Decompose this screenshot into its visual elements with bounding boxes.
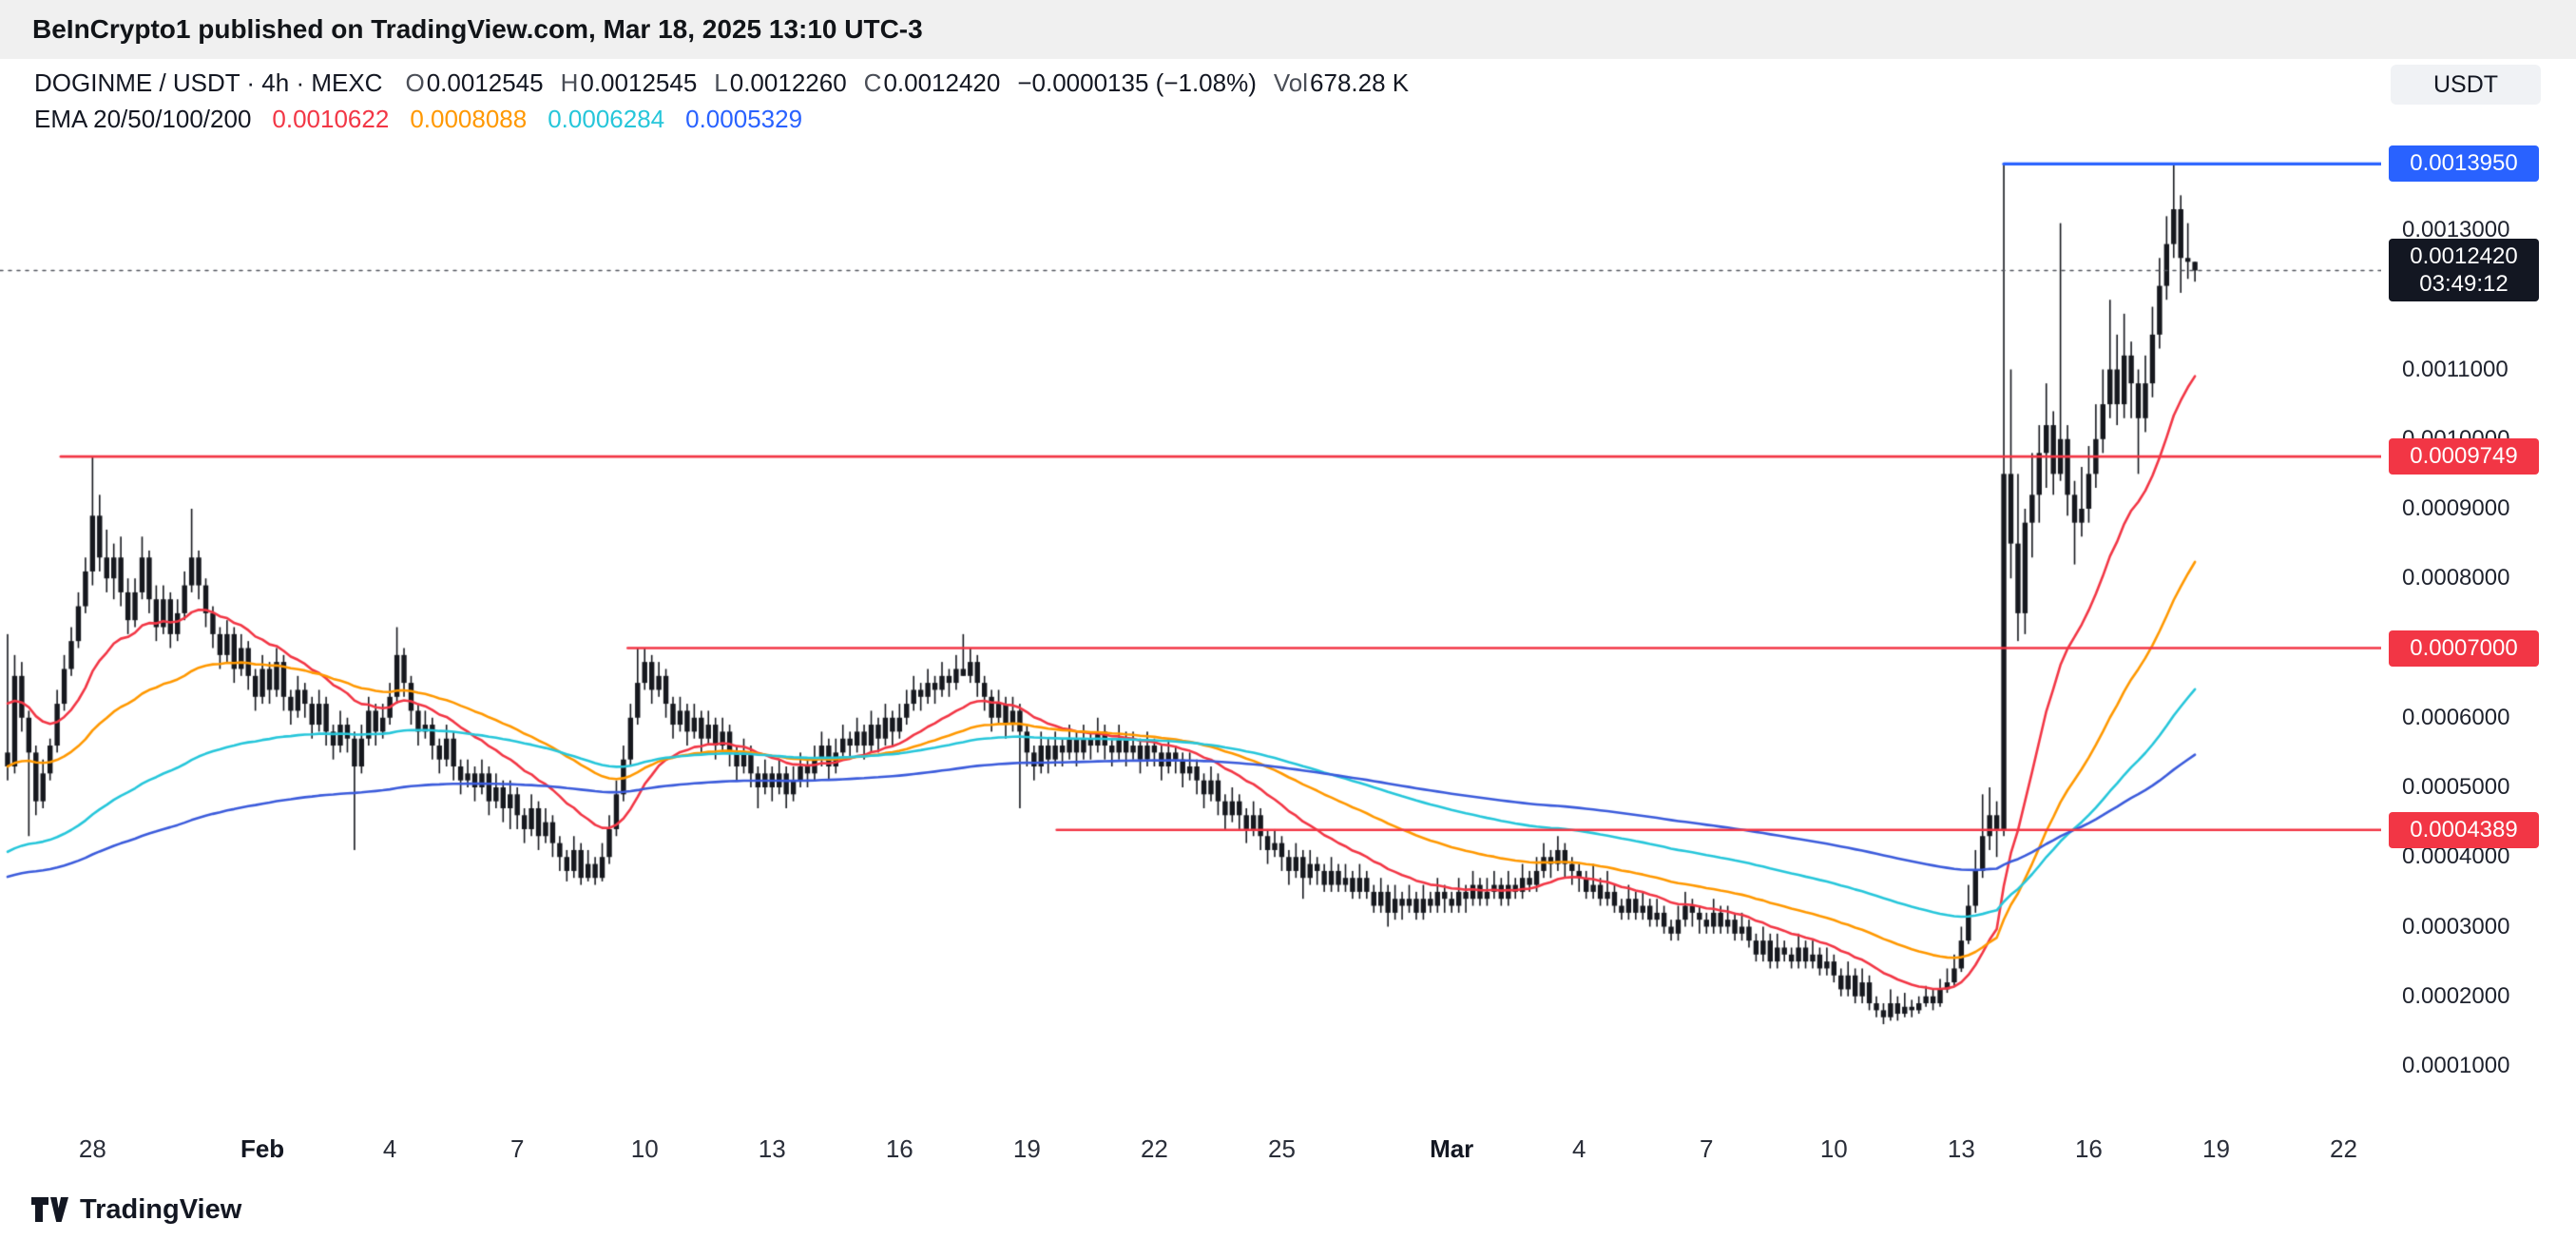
- ema-values: 0.0010622 0.0008088 0.0006284 0.0005329: [272, 101, 823, 137]
- price-axis[interactable]: USDT 0.00130000.00110000.00100000.000900…: [2381, 59, 2576, 1127]
- price-level-badge[interactable]: 0.0007000: [2389, 630, 2539, 667]
- price-level-badge[interactable]: 0.0013950: [2389, 145, 2539, 183]
- volume-value: 678.28 K: [1310, 68, 1410, 97]
- symbol-title[interactable]: DOGINME / USDT · 4h · MEXC: [34, 68, 383, 97]
- time-axis-label: 22: [2330, 1134, 2357, 1163]
- price-badge-value: 0.0012420: [2410, 243, 2518, 270]
- time-axis-label: 4: [382, 1134, 397, 1163]
- ema-value-200: 0.0005329: [685, 105, 803, 133]
- low-field: L 0.0012260: [714, 65, 846, 101]
- low-label: L: [714, 68, 728, 97]
- currency-unit-button[interactable]: USDT: [2391, 65, 2541, 105]
- time-axis-label: 22: [1140, 1134, 1168, 1163]
- price-badge-value: 0.0004389: [2410, 816, 2518, 843]
- candlestick-chart[interactable]: [0, 59, 2381, 1127]
- ema-value-20: 0.0010622: [272, 105, 390, 133]
- time-axis-label: 25: [1267, 1134, 1296, 1163]
- price-axis-label: 0.0009000: [2402, 495, 2510, 521]
- ema-indicator-title[interactable]: EMA 20/50/100/200: [34, 105, 252, 133]
- time-axis-label: Feb: [240, 1134, 285, 1163]
- price-axis-label: 0.0005000: [2402, 774, 2510, 800]
- ema-value-100: 0.0006284: [548, 105, 665, 133]
- price-badge-value: 0.0007000: [2410, 634, 2518, 661]
- time-axis-label: 13: [1947, 1134, 1975, 1163]
- close-label: C: [863, 68, 882, 97]
- price-axis-label: 0.0011000: [2402, 356, 2509, 382]
- price-axis-label: 0.0001000: [2402, 1053, 2510, 1078]
- footer: TradingView: [0, 1179, 2576, 1240]
- price-axis-label: 0.0002000: [2402, 982, 2510, 1009]
- high-value: 0.0012545: [580, 68, 698, 97]
- tradingview-wordmark[interactable]: TradingView: [80, 1193, 242, 1225]
- publish-banner-text: BeInCrypto1 published on TradingView.com…: [32, 14, 923, 44]
- ema-value-50: 0.0008088: [410, 105, 528, 133]
- publish-banner: BeInCrypto1 published on TradingView.com…: [0, 0, 2576, 59]
- price-level-badge[interactable]: 0.0009749: [2389, 438, 2539, 475]
- price-axis-label: 0.0006000: [2402, 704, 2510, 730]
- volume-field: Vol 678.28 K: [1274, 65, 1409, 101]
- price-axis-label: 0.0003000: [2402, 913, 2510, 940]
- price-level-badge[interactable]: 0.0004389: [2389, 811, 2539, 848]
- time-axis-label: 28: [78, 1134, 106, 1163]
- time-axis-label: 10: [1819, 1134, 1848, 1163]
- volume-label: Vol: [1273, 68, 1309, 97]
- ema-indicator-row: EMA 20/50/100/200 0.0010622 0.0008088 0.00…: [34, 101, 1409, 137]
- price-axis-label: 0.0008000: [2402, 565, 2510, 591]
- time-axis-label: 7: [509, 1134, 525, 1163]
- time-axis[interactable]: 28 Feb 4 7 10 13 16 19 22 25 Mar 4 7 10 13 16 19 22: [0, 1127, 2381, 1179]
- low-value: 0.0012260: [729, 68, 847, 97]
- open-field: O 0.0012545: [405, 65, 543, 101]
- close-field: C 0.0012420: [864, 65, 1001, 101]
- last-price-badge[interactable]: 0.0012420 03:49:12: [2389, 239, 2539, 302]
- price-axis-label: 0.0013000: [2402, 217, 2510, 242]
- time-axis-label: 19: [1012, 1134, 1041, 1163]
- open-value: 0.0012545: [426, 68, 544, 97]
- time-axis-label: 7: [1700, 1134, 1714, 1163]
- time-axis-label: 4: [1571, 1134, 1586, 1163]
- price-badge-value: 0.0013950: [2410, 150, 2518, 177]
- high-field: H 0.0012545: [561, 65, 698, 101]
- open-label: O: [405, 68, 425, 97]
- countdown-timer: 03:49:12: [2419, 271, 2509, 298]
- tradingview-logo-icon[interactable]: [30, 1194, 68, 1225]
- high-label: H: [560, 68, 579, 97]
- time-axis-label: 13: [758, 1134, 786, 1163]
- time-axis-label: Mar: [1430, 1134, 1474, 1163]
- time-axis-label: 16: [2074, 1134, 2103, 1163]
- time-axis-label: 19: [2201, 1134, 2230, 1163]
- time-axis-label: 16: [885, 1134, 913, 1163]
- close-value: 0.0012420: [883, 68, 1001, 97]
- change-value: −0.0000135 (−1.08%): [1017, 68, 1257, 97]
- time-axis-label: 10: [630, 1134, 659, 1163]
- price-badge-value: 0.0009749: [2410, 443, 2518, 470]
- price-axis-label: 0.0004000: [2402, 843, 2510, 870]
